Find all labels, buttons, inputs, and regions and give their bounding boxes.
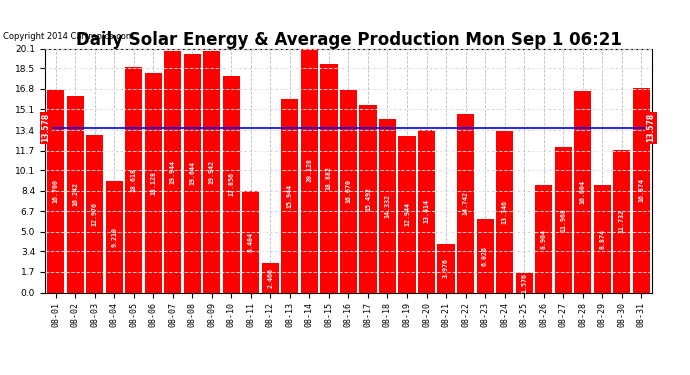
Text: 1.576: 1.576 [521,273,527,293]
Bar [418,130,435,292]
Text: 13.414: 13.414 [424,199,430,223]
Bar [106,181,123,292]
Text: 18.882: 18.882 [326,166,332,190]
Bar [262,262,279,292]
Bar [398,135,415,292]
Bar [555,147,572,292]
Bar [633,88,650,292]
Bar [515,273,533,292]
Bar [203,51,220,292]
Text: 13.346: 13.346 [502,200,508,223]
Text: 16.700: 16.700 [52,179,59,203]
Bar [47,90,64,292]
Text: 8.904: 8.904 [541,228,546,249]
Bar [437,244,455,292]
Text: 13.578: 13.578 [647,113,656,142]
Bar [477,219,494,292]
Bar [359,105,377,292]
Bar [301,48,318,292]
Text: 8.874: 8.874 [599,229,605,249]
Text: 15.944: 15.944 [287,184,293,208]
Text: 19.644: 19.644 [189,161,195,185]
Text: 13.578: 13.578 [41,113,50,142]
Bar [535,184,552,292]
Text: 16.874: 16.874 [638,178,644,202]
Text: 19.942: 19.942 [209,160,215,184]
Text: 20.128: 20.128 [306,159,313,183]
Bar [86,135,104,292]
Bar [242,190,259,292]
Bar [145,73,161,292]
Text: 14.742: 14.742 [462,191,469,215]
Bar [184,54,201,292]
Text: 18.618: 18.618 [130,168,137,192]
Text: 12.976: 12.976 [92,202,98,226]
Text: 11.732: 11.732 [619,209,624,233]
Text: 16.670: 16.670 [346,179,351,203]
Text: 14.332: 14.332 [384,194,391,217]
Text: 16.604: 16.604 [580,180,586,204]
Bar [613,150,631,292]
Text: 12.944: 12.944 [404,202,410,226]
Bar [379,119,396,292]
Bar [125,67,142,292]
Bar [223,76,240,292]
Text: 3.976: 3.976 [443,258,449,278]
Text: 17.856: 17.856 [228,172,235,196]
Bar [574,91,591,292]
Bar [593,185,611,292]
Text: 16.242: 16.242 [72,182,78,206]
Text: 6.026: 6.026 [482,246,488,266]
Bar [496,130,513,292]
Text: 11.968: 11.968 [560,208,566,232]
Text: Copyright 2014 Cartronics.com: Copyright 2014 Cartronics.com [3,32,135,41]
Bar [164,51,181,292]
Bar [457,114,474,292]
Text: 8.404: 8.404 [248,231,254,252]
Text: 15.492: 15.492 [365,187,371,211]
Text: 19.944: 19.944 [170,160,176,184]
Bar [282,99,299,292]
Bar [340,90,357,292]
Text: 9.210: 9.210 [111,226,117,247]
Text: 18.128: 18.128 [150,171,156,195]
Title: Daily Solar Energy & Average Production Mon Sep 1 06:21: Daily Solar Energy & Average Production … [75,31,622,49]
Bar [320,63,337,292]
Text: 2.466: 2.466 [267,267,273,288]
Bar [66,96,83,292]
